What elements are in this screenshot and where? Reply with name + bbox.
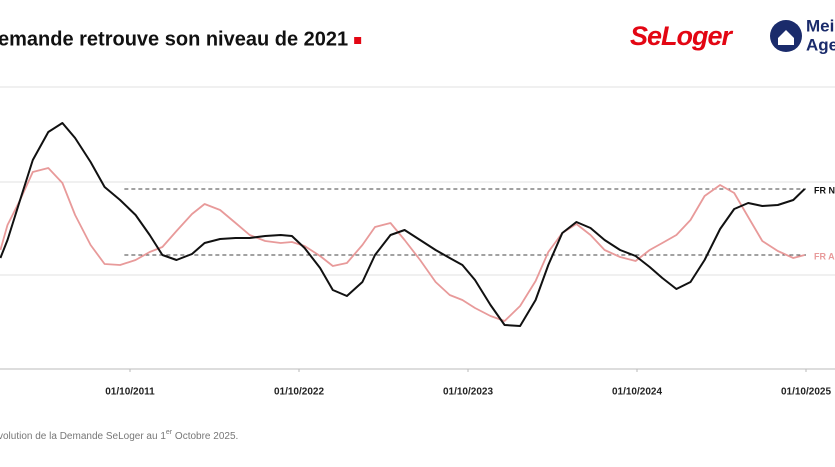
series-label: FR A xyxy=(814,251,835,261)
footnote: volution de la Demande SeLoger au 1er Oc… xyxy=(0,429,238,442)
logo-main: SeLoger xyxy=(630,21,734,51)
x-tick-label: 01/10/2025 xyxy=(781,387,831,398)
logo-house xyxy=(778,30,794,45)
footnote-part: volution de la Demande SeLoger au 1 xyxy=(0,431,166,442)
title-square xyxy=(354,37,362,44)
chart-title: emande retrouve son niveau de 2021 xyxy=(0,28,348,50)
series-line xyxy=(0,122,806,327)
x-tick-label: 01/10/2023 xyxy=(443,387,493,398)
logo-second: Mei xyxy=(806,16,834,35)
x-tick-label: 01/10/2022 xyxy=(274,387,324,398)
series-line xyxy=(0,167,805,322)
footnote-sup: er xyxy=(166,429,173,436)
series-label: FR N xyxy=(814,185,835,195)
x-tick-label: 01/10/2011 xyxy=(105,387,155,398)
x-tick-label: 01/10/2024 xyxy=(612,387,662,398)
footnote-part: Octobre 2025. xyxy=(172,431,238,442)
logo-second: Age xyxy=(806,35,835,54)
